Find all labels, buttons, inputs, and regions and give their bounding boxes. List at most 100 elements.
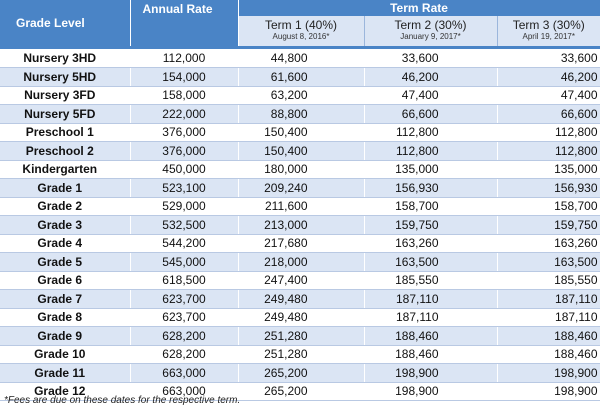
- term-3-cell: 158,700: [497, 197, 600, 216]
- term-2-header: Term 2 (30%) January 9, 2017*: [364, 16, 498, 46]
- grade-cell: Grade 10: [0, 345, 131, 364]
- term-3-cell: 112,800: [497, 141, 600, 161]
- table-row: Grade 4 544,200 217,680 163,260 163,260: [0, 234, 600, 253]
- table-row: Preschool 1 376,000 150,400 112,800 112,800: [0, 123, 600, 142]
- term-1-cell: 249,480: [238, 308, 365, 327]
- term-2-name: Term 2 (30%): [394, 18, 467, 32]
- annual-rate-cell: 529,000: [130, 197, 239, 216]
- term-2-cell: 66,600: [364, 104, 498, 124]
- term-2-cell: 159,750: [364, 215, 498, 235]
- term-3-cell: 112,800: [497, 123, 600, 142]
- term-3-cell: 159,750: [497, 215, 600, 235]
- table-row: Nursery 3FD 158,000 63,200 47,400 47,400: [0, 86, 600, 105]
- term-1-cell: 249,480: [238, 289, 365, 309]
- grade-cell: Grade 1: [0, 178, 131, 198]
- table-row: Grade 9 628,200 251,280 188,460 188,460: [0, 326, 600, 346]
- annual-rate-cell: 623,700: [130, 289, 239, 309]
- term-2-cell: 188,460: [364, 345, 498, 364]
- table-row: Nursery 3HD 112,000 44,800 33,600 33,600: [0, 49, 600, 68]
- annual-rate-cell: 154,000: [130, 67, 239, 87]
- term-2-cell: 163,500: [364, 252, 498, 272]
- term-2-cell: 188,460: [364, 326, 498, 346]
- tuition-fee-table: Grade Level Annual Rate Term Rate Term 1…: [0, 0, 600, 401]
- table-row: Grade 12 663,000 265,200 198,900 198,900: [0, 382, 600, 401]
- grade-cell: Kindergarten: [0, 160, 131, 179]
- table-row: Grade 8 623,700 249,480 187,110 187,110: [0, 308, 600, 327]
- table-row: Grade 6 618,500 247,400 185,550 185,550: [0, 271, 600, 290]
- term-2-cell: 187,110: [364, 308, 498, 327]
- annual-rate-cell: 544,200: [130, 234, 239, 253]
- term-2-cell: 198,900: [364, 363, 498, 383]
- annual-rate-cell: 545,000: [130, 252, 239, 272]
- grade-cell: Grade 5: [0, 252, 131, 272]
- table-row: Grade 5 545,000 218,000 163,500 163,500: [0, 252, 600, 272]
- grade-level-header: Grade Level: [0, 0, 131, 46]
- annual-rate-cell: 222,000: [130, 104, 239, 124]
- term-1-cell: 88,800: [238, 104, 365, 124]
- table-row: Nursery 5FD 222,000 88,800 66,600 66,600: [0, 104, 600, 124]
- term-1-cell: 61,600: [238, 67, 365, 87]
- term-1-date: August 8, 2016*: [272, 32, 330, 41]
- term-3-date: April 19, 2017*: [522, 32, 575, 41]
- grade-cell: Grade 9: [0, 326, 131, 346]
- term-1-name: Term 1 (40%): [264, 18, 338, 32]
- grade-cell: Nursery 5HD: [0, 67, 131, 87]
- term-3-cell: 188,460: [497, 326, 600, 346]
- term-3-cell: 187,110: [497, 289, 600, 309]
- term-2-cell: 112,800: [364, 123, 498, 142]
- term-1-cell: 213,000: [238, 215, 365, 235]
- term-2-cell: 158,700: [364, 197, 498, 216]
- annual-rate-cell: 623,700: [130, 308, 239, 327]
- annual-rate-cell: 376,000: [130, 141, 239, 161]
- term-3-cell: 198,900: [497, 382, 600, 401]
- term-1-cell: 247,400: [238, 271, 365, 290]
- term-1-cell: 218,000: [238, 252, 365, 272]
- term-3-cell: 156,930: [497, 178, 600, 198]
- term-2-cell: 185,550: [364, 271, 498, 290]
- grade-cell: Nursery 3FD: [0, 86, 131, 105]
- term-3-cell: 47,400: [497, 86, 600, 105]
- table-row: Grade 2 529,000 211,600 158,700 158,700: [0, 197, 600, 216]
- term-1-cell: 150,400: [238, 141, 365, 161]
- term-2-cell: 46,200: [364, 67, 498, 87]
- term-3-cell: 46,200: [497, 67, 600, 87]
- term-1-cell: 211,600: [238, 197, 365, 216]
- term-2-cell: 112,800: [364, 141, 498, 161]
- term-1-cell: 44,800: [238, 49, 365, 68]
- table-row: Grade 7 623,700 249,480 187,110 187,110: [0, 289, 600, 309]
- term-1-cell: 265,200: [238, 382, 365, 401]
- term-2-cell: 156,930: [364, 178, 498, 198]
- term-3-cell: 188,460: [497, 345, 600, 364]
- grade-cell: Grade 2: [0, 197, 131, 216]
- term-1-cell: 209,240: [238, 178, 365, 198]
- term-1-cell: 251,280: [238, 326, 365, 346]
- term-3-cell: 185,550: [497, 271, 600, 290]
- grade-cell: Nursery 5FD: [0, 104, 131, 124]
- term-1-cell: 217,680: [238, 234, 365, 253]
- term-3-cell: 163,260: [497, 234, 600, 253]
- term-2-cell: 163,260: [364, 234, 498, 253]
- term-3-cell: 135,000: [497, 160, 600, 179]
- term-3-cell: 198,900: [497, 363, 600, 383]
- table-row: Grade 11 663,000 265,200 198,900 198,900: [0, 363, 600, 383]
- annual-rate-cell: 450,000: [130, 160, 239, 179]
- table-row: Grade 1 523,100 209,240 156,930 156,930: [0, 178, 600, 198]
- table-row: Grade 10 628,200 251,280 188,460 188,460: [0, 345, 600, 364]
- grade-cell: Nursery 3HD: [0, 49, 131, 68]
- annual-rate-cell: 532,500: [130, 215, 239, 235]
- annual-rate-cell: 523,100: [130, 178, 239, 198]
- term-3-cell: 187,110: [497, 308, 600, 327]
- annual-rate-header: Annual Rate: [130, 0, 239, 46]
- annual-rate-cell: 158,000: [130, 86, 239, 105]
- grade-cell: Preschool 1: [0, 123, 131, 142]
- term-2-cell: 33,600: [364, 49, 498, 68]
- term-2-cell: 187,110: [364, 289, 498, 309]
- grade-cell: Grade 6: [0, 271, 131, 290]
- annual-rate-cell: 628,200: [130, 345, 239, 364]
- term-1-cell: 150,400: [238, 123, 365, 142]
- table-row: Preschool 2 376,000 150,400 112,800 112,800: [0, 141, 600, 161]
- table-row: Grade 3 532,500 213,000 159,750 159,750: [0, 215, 600, 235]
- grade-cell: Grade 12: [0, 382, 131, 401]
- term-1-cell: 180,000: [238, 160, 365, 179]
- grade-cell: Grade 3: [0, 215, 131, 235]
